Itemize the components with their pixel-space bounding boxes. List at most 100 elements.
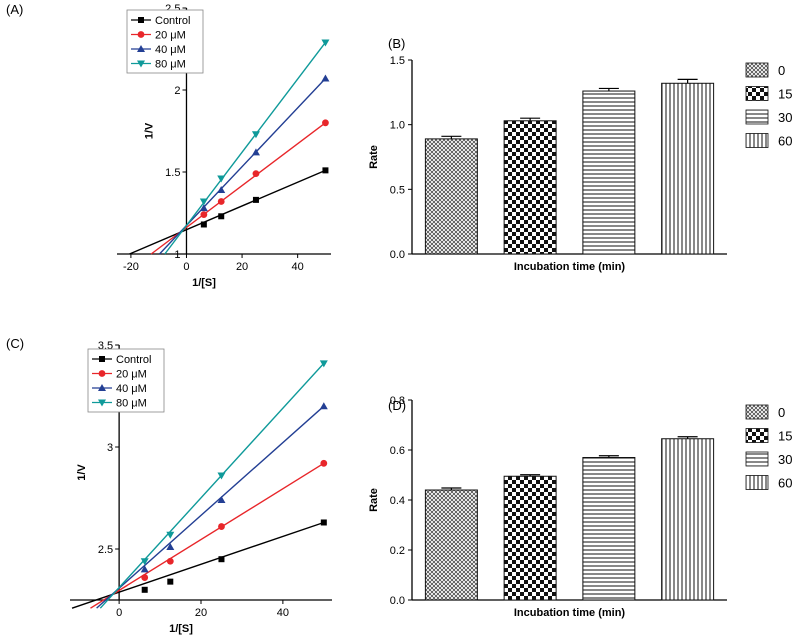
data-point-square-marker [218,556,225,563]
x-tick-label: 20 [236,261,248,273]
legend-label: 0 [778,63,785,78]
bar-30 [582,457,636,601]
panel-label: (D) [388,398,406,413]
y-tick-label: 2 [174,85,180,97]
panel-label: (A) [6,2,23,17]
legend-label: 80 μM [155,59,186,71]
data-point-triangle-up-marker [319,402,328,410]
y-tick-label: 0.2 [390,545,405,557]
data-point-triangle-up-marker [321,74,330,82]
data-point-triangle-down-marker [321,39,330,47]
data-point-circle-marker [322,119,329,127]
y-tick-label: 3 [107,442,113,454]
x-tick-label: 0 [116,607,122,619]
data-point-square-marker [252,196,259,203]
data-point-circle-marker [252,170,260,178]
x-axis-title: 1/[S] [192,277,216,289]
data-point-square-marker [141,586,148,593]
series-line [71,521,325,609]
legend-square-marker [138,17,144,23]
panel-label: (C) [6,336,24,351]
legend-label: 80 μM [116,398,147,410]
legend-label: 15 [778,87,792,102]
series-3 [99,360,328,609]
y-tick-label: 1.5 [390,55,405,67]
legend-triangle-down-marker [98,399,106,407]
data-point-triangle-up-marker [217,496,226,504]
legend-triangle-up-marker [98,384,106,391]
legend-circle-marker [137,31,145,38]
data-point-triangle-down-marker [140,558,149,566]
bar-0 [424,138,478,255]
legend-swatch [745,62,769,78]
y-tick-label: 2.5 [98,544,113,556]
x-tick-label: 40 [277,607,289,619]
legend-swatch [745,475,769,490]
x-tick-label: 0 [183,261,189,273]
series-3 [164,39,330,255]
legend: 0 15 30 60 [745,404,792,491]
legend-swatch [745,404,769,420]
y-axis-title: Rate [368,488,380,512]
data-point-triangle-up-marker [217,186,226,194]
series-2 [96,402,328,609]
data-point-triangle-up-marker [199,204,208,212]
data-point-square-marker [167,578,174,585]
y-tick-label: 1.0 [390,120,405,132]
chart-panel-d: (D) 0.0 0.2 0.4 0.6 0.8 Incubation time (min) R… [368,395,792,619]
series-1 [90,459,328,609]
legend-label: 30 [778,110,792,125]
legend-label: 60 [778,134,792,149]
x-tick-label: 40 [292,261,304,273]
y-tick-label: 1.5 [165,167,180,179]
x-tick-label: -20 [123,261,139,273]
data-point-triangle-up-marker [251,148,260,156]
data-point-square-marker [200,221,207,228]
legend-label: 20 μM [116,369,147,381]
data-point-triangle-up-marker [140,565,149,573]
bar-15 [503,120,557,255]
data-point-circle-marker [166,557,174,565]
legend-label: 40 μM [116,383,147,395]
series-line [129,169,326,255]
legend-label: 15 [778,429,792,444]
legend-label: 60 [778,476,792,491]
series-0 [129,167,329,255]
y-tick-label: 0.0 [390,595,405,607]
legend-swatch [745,451,769,467]
y-tick-label: 0.0 [390,249,405,261]
data-point-triangle-down-marker [199,198,208,206]
data-point-square-marker [218,213,225,220]
data-point-triangle-down-marker [166,531,175,539]
y-tick-label: 0.8 [390,395,405,407]
series-line [164,42,326,255]
legend-label: Control [116,354,151,366]
data-point-triangle-down-marker [319,360,328,368]
panel-label: (B) [388,36,405,51]
x-axis-title: Incubation time (min) [514,607,626,619]
legend-swatch [745,133,769,148]
data-point-circle-marker [218,523,225,530]
x-axis-title: Incubation time (min) [514,261,626,273]
y-tick-label: 0.6 [390,445,405,457]
legend: 0 15 30 60 [745,62,792,149]
legend-label: 40 μM [155,44,186,56]
data-point-circle-marker [200,211,208,219]
legend: Control 20 μM 40 μM 80 μM [126,9,204,74]
legend-label: 0 [778,405,785,420]
legend-triangle-down-marker [137,60,145,68]
legend-triangle-up-marker [137,45,145,52]
series-line [96,405,325,609]
data-point-square-marker [320,519,327,526]
data-point-triangle-down-marker [251,131,260,139]
data-point-triangle-up-marker [166,542,175,550]
bar-60 [661,82,715,255]
chart-panel-b: (B) 0.0 0.5 1.0 1.5 Incubation time (min) Rate… [368,36,792,273]
x-tick-label: 20 [195,607,207,619]
data-point-circle-marker [320,459,328,467]
data-point-triangle-down-marker [217,175,226,183]
bar-0 [424,489,478,601]
data-point-square-marker [322,167,329,174]
data-point-circle-marker [217,198,225,205]
